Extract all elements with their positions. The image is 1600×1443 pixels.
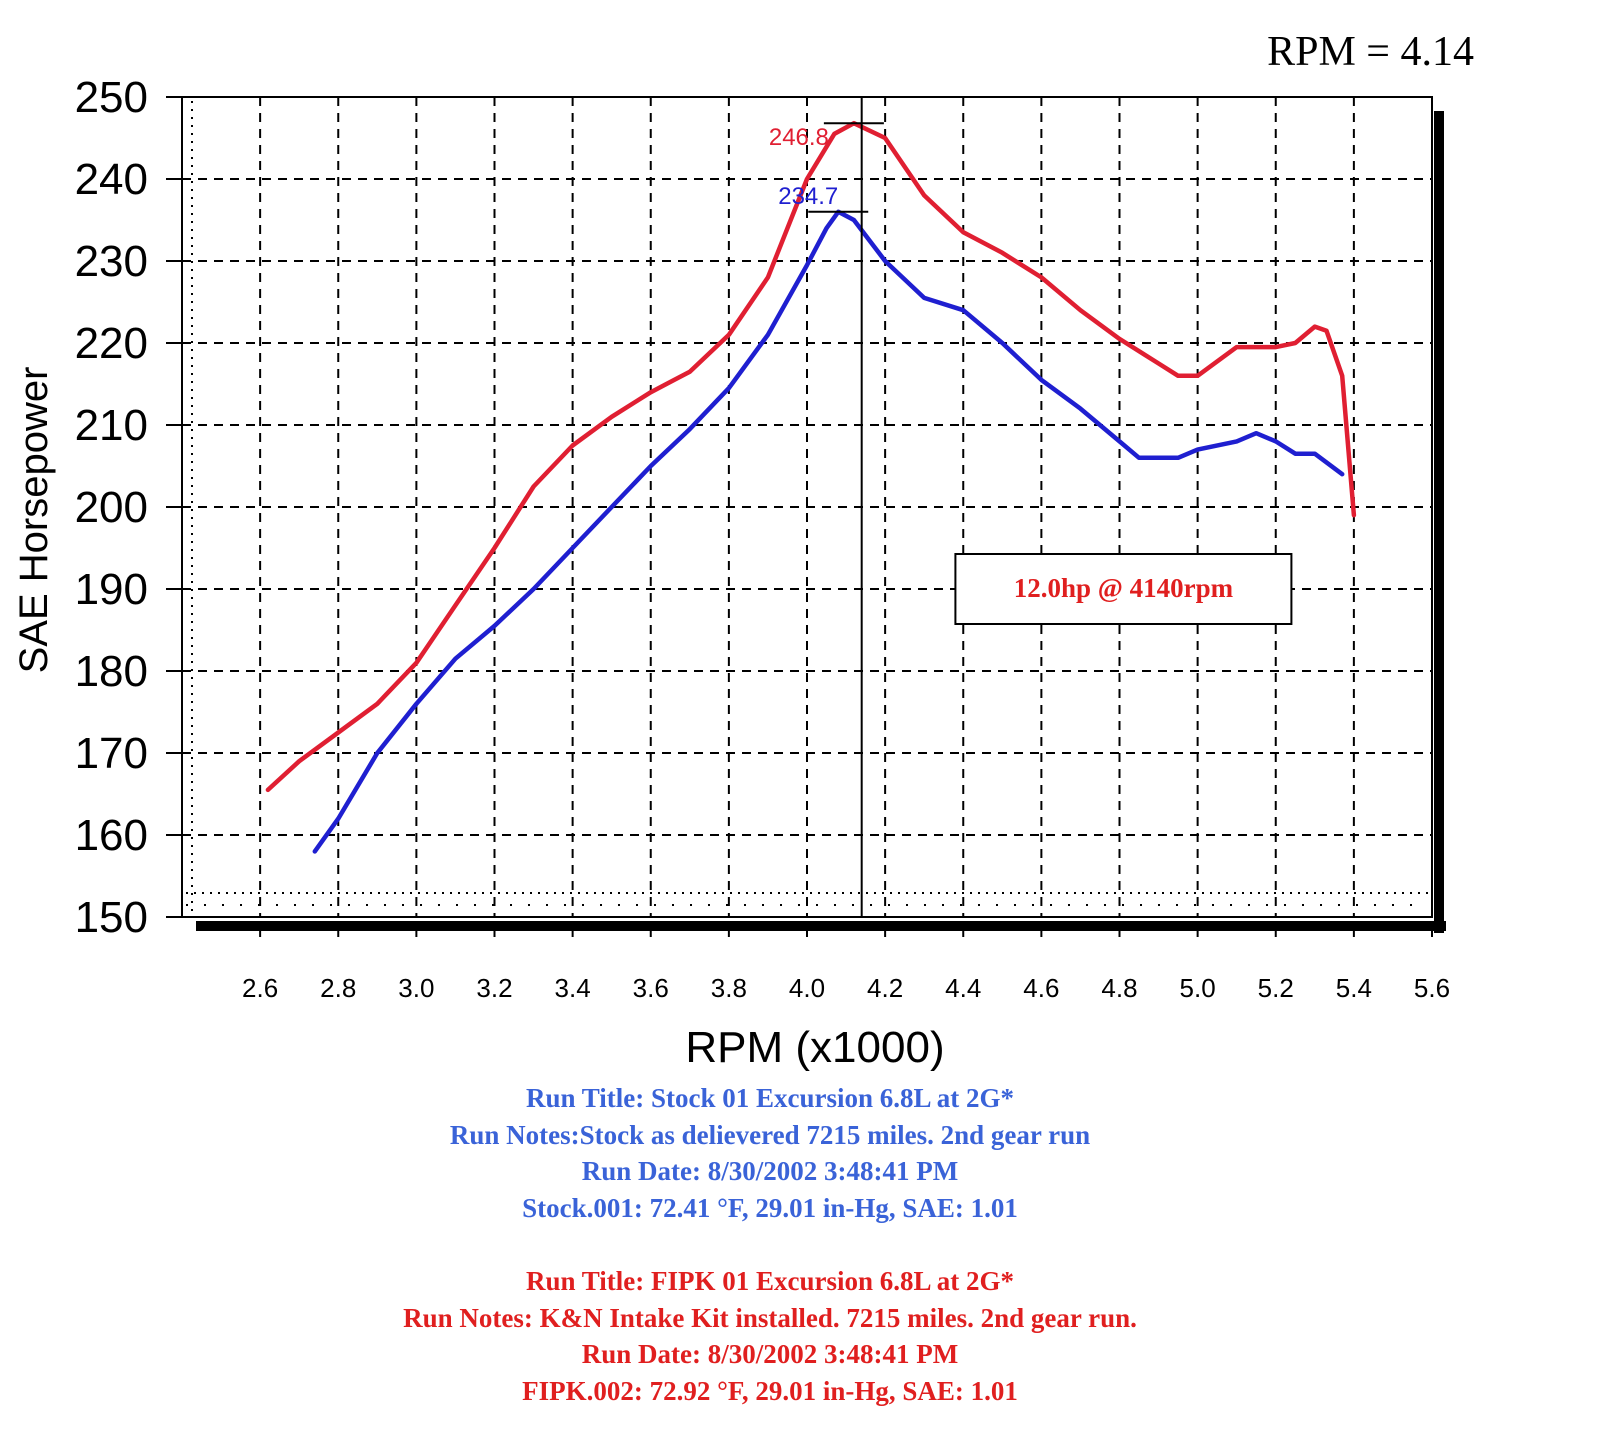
cursor-rpm-readout: RPM = 4.14 <box>1267 29 1474 75</box>
stock-run-title: Run Title: Stock 01 Excursion 6.8L at 2G… <box>525 1083 1015 1113</box>
series-layer <box>265 120 1357 854</box>
fipk-run-notes: Run Title: FIPK 01 Excursion 6.8L at 2G*… <box>0 1263 1540 1409</box>
y-tick-label: 200 <box>75 483 148 532</box>
x-tick-label: 5.2 <box>1258 973 1294 1003</box>
y-axis-label: SAE Horsepower <box>12 367 56 674</box>
stock-run-notes: Run Title: Stock 01 Excursion 6.8L at 2G… <box>0 1080 1540 1226</box>
x-tick-label: 3.4 <box>555 973 591 1003</box>
frame-shadow-right <box>1434 111 1444 933</box>
frame-shadow-bottom <box>196 921 1446 931</box>
x-tick-label: 3.8 <box>711 973 747 1003</box>
fipk-run-notes-line: Run Notes: K&N Intake Kit installed. 721… <box>403 1302 1137 1333</box>
x-tick-label: 4.6 <box>1023 973 1059 1003</box>
y-tick-label: 170 <box>75 729 148 778</box>
x-axis-label: RPM (x1000) <box>685 1023 944 1072</box>
stock-peak-label: 234.7 <box>778 183 838 210</box>
x-tick-label: 5.6 <box>1414 973 1450 1003</box>
fipk-run-conditions: FIPK.002: 72.92 °F, 29.01 in-Hg, SAE: 1.… <box>522 1375 1018 1406</box>
x-tick-label: 3.2 <box>476 973 512 1003</box>
x-tick-label: 3.6 <box>633 973 669 1003</box>
x-tick-label: 4.0 <box>789 973 825 1003</box>
stock-run-date: Run Date: 8/30/2002 3:48:41 PM <box>581 1156 959 1186</box>
y-tick-label: 250 <box>75 73 148 122</box>
y-tick-label: 190 <box>75 565 148 614</box>
annotation-layer: 246.8 234.7 12.0hp @ 4140rpm <box>769 97 1293 917</box>
grid-layer <box>181 96 1446 933</box>
x-tick-label: 4.2 <box>867 973 903 1003</box>
y-tick-label: 150 <box>75 893 148 942</box>
x-tick-label: 2.8 <box>320 973 356 1003</box>
x-tick-label: 3.0 <box>398 973 434 1003</box>
stock-run-conditions: Stock.001: 72.41 °F, 29.01 in-Hg, SAE: 1… <box>522 1192 1018 1223</box>
horsepower-chart: 2.6 2.8 3.0 3.2 3.4 3.6 3.8 4.0 4.2 4.4 4.6 4.8 5.0 5… <box>12 73 1451 1072</box>
fipk-peak-label: 246.8 <box>769 124 829 151</box>
x-tick-label: 5.4 <box>1336 973 1372 1003</box>
y-tick-label: 230 <box>75 237 148 286</box>
y-tick-label: 240 <box>75 155 148 204</box>
axis-layer: 2.6 2.8 3.0 3.2 3.4 3.6 3.8 4.0 4.2 4.4 4.6 4.8 5.0 5… <box>75 73 1451 1003</box>
fipk-hp-line <box>265 120 1357 793</box>
y-tick-label: 210 <box>75 401 148 450</box>
x-tick-label: 5.0 <box>1180 973 1216 1003</box>
y-tick-label: 220 <box>75 319 148 368</box>
y-tick-label: 180 <box>75 647 148 696</box>
fipk-run-date: Run Date: 8/30/2002 3:48:41 PM <box>581 1339 959 1369</box>
y-tick-label: 160 <box>75 811 148 860</box>
stock-hp-line <box>312 209 1345 854</box>
fipk-run-title: Run Title: FIPK 01 Excursion 6.8L at 2G* <box>525 1266 1015 1296</box>
gain-annotation-box <box>954 553 1293 625</box>
x-tick-label: 4.8 <box>1101 973 1137 1003</box>
gain-annotation-text: 12.0hp @ 4140rpm <box>1014 573 1234 603</box>
x-tick-label: 4.4 <box>945 973 981 1003</box>
x-tick-label: 2.6 <box>242 973 278 1003</box>
stock-run-notes-line: Run Notes:Stock as delievered 7215 miles… <box>449 1119 1091 1150</box>
